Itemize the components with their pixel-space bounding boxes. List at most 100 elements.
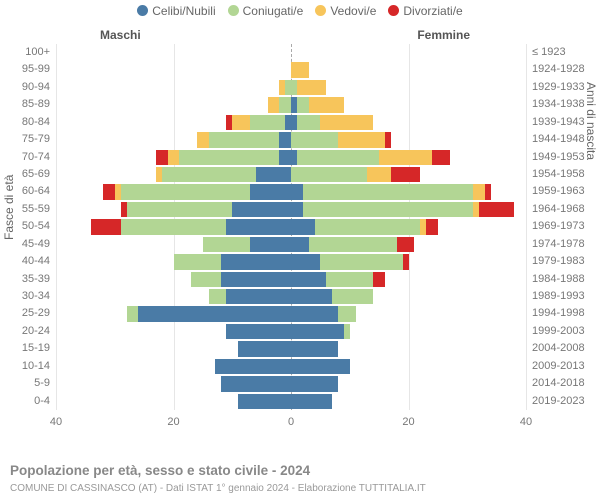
age-label: 75-79 <box>22 131 56 148</box>
pyramid-row: 65-691954-1958 <box>56 166 526 183</box>
bar-segment-con <box>127 202 233 217</box>
male-bar <box>121 202 291 217</box>
x-tick-label: 40 <box>50 416 62 428</box>
bar-group <box>56 237 526 252</box>
age-label: 55-59 <box>22 201 56 218</box>
legend-swatch <box>315 5 326 16</box>
male-bar <box>174 254 292 269</box>
bar-group <box>56 97 526 112</box>
age-label: 30-34 <box>22 288 56 305</box>
bar-segment-con <box>121 219 227 234</box>
pyramid-row: 35-391984-1988 <box>56 271 526 288</box>
age-label: 80-84 <box>22 114 56 131</box>
age-label: 10-14 <box>22 358 56 375</box>
female-bar <box>291 341 338 356</box>
male-bar <box>238 341 291 356</box>
pyramid-row: 60-641959-1963 <box>56 183 526 200</box>
male-bar <box>279 80 291 95</box>
age-label: 90-94 <box>22 79 56 96</box>
legend-item: Celibi/Nubili <box>137 4 215 18</box>
female-bar <box>291 80 326 95</box>
legend-swatch <box>388 5 399 16</box>
bar-segment-con <box>127 306 139 321</box>
birth-year-label: 1929-1933 <box>526 79 585 96</box>
legend-swatch <box>228 5 239 16</box>
bar-group <box>56 167 526 182</box>
bar-segment-div <box>403 254 409 269</box>
pyramid-row: 30-341989-1993 <box>56 288 526 305</box>
bar-segment-div <box>156 150 168 165</box>
bar-segment-cel <box>226 219 291 234</box>
bar-group <box>56 306 526 321</box>
bar-segment-con <box>332 289 373 304</box>
female-bar <box>291 62 309 77</box>
birth-year-label: 1934-1938 <box>526 96 585 113</box>
legend-label: Celibi/Nubili <box>152 4 215 18</box>
birth-year-label: 1979-1983 <box>526 253 585 270</box>
bar-segment-con <box>320 254 402 269</box>
bar-segment-con <box>203 237 250 252</box>
pyramid-row: 15-192004-2008 <box>56 340 526 357</box>
female-bar <box>291 202 514 217</box>
female-bar <box>291 376 338 391</box>
bar-segment-cel <box>291 254 320 269</box>
bar-group <box>56 219 526 234</box>
legend-label: Vedovi/e <box>330 4 376 18</box>
birth-year-label: 1989-1993 <box>526 288 585 305</box>
female-bar <box>291 115 373 130</box>
column-header-female: Femmine <box>417 28 470 42</box>
male-bar <box>197 132 291 147</box>
pyramid-row: 20-241999-2003 <box>56 323 526 340</box>
x-tick-label: 40 <box>520 416 532 428</box>
column-header-male: Maschi <box>100 28 141 42</box>
bar-group <box>56 80 526 95</box>
bar-group <box>56 341 526 356</box>
female-bar <box>291 97 344 112</box>
male-bar <box>238 394 291 409</box>
pyramid-row: 5-92014-2018 <box>56 375 526 392</box>
bar-segment-con <box>326 272 373 287</box>
bar-segment-cel <box>250 184 291 199</box>
bar-segment-cel <box>291 394 332 409</box>
bar-segment-cel <box>215 359 291 374</box>
bar-segment-con <box>121 184 250 199</box>
bar-segment-ved <box>197 132 209 147</box>
x-tick-label: 20 <box>402 416 414 428</box>
legend: Celibi/NubiliConiugati/eVedovi/eDivorzia… <box>0 4 600 18</box>
bar-segment-cel <box>291 306 338 321</box>
age-label: 85-89 <box>22 96 56 113</box>
bar-group <box>56 254 526 269</box>
female-bar <box>291 167 420 182</box>
male-bar <box>226 115 291 130</box>
male-bar <box>156 150 291 165</box>
age-label: 0-4 <box>34 393 56 410</box>
bar-segment-cel <box>279 150 291 165</box>
legend-item: Vedovi/e <box>315 4 376 18</box>
female-bar <box>291 150 450 165</box>
bar-segment-cel <box>221 376 292 391</box>
chart-subtitle: COMUNE DI CASSINASCO (AT) - Dati ISTAT 1… <box>10 483 426 494</box>
birth-year-label: 2019-2023 <box>526 393 585 410</box>
pyramid-row: 25-291994-1998 <box>56 305 526 322</box>
bar-segment-cel <box>291 237 309 252</box>
birth-year-label: 2014-2018 <box>526 375 585 392</box>
bar-segment-div <box>479 202 514 217</box>
bar-segment-cel <box>250 237 291 252</box>
bar-segment-cel <box>291 359 350 374</box>
bar-group <box>56 359 526 374</box>
legend-label: Divorziati/e <box>403 4 462 18</box>
male-bar <box>209 289 291 304</box>
age-label: 100+ <box>25 44 56 61</box>
age-label: 95-99 <box>22 61 56 78</box>
bar-group <box>56 45 526 60</box>
bar-segment-cel <box>238 341 291 356</box>
bar-segment-ved <box>309 97 344 112</box>
bar-segment-ved <box>232 115 250 130</box>
bar-segment-ved <box>338 132 385 147</box>
bar-segment-con <box>162 167 256 182</box>
birth-year-label: 1974-1978 <box>526 236 585 253</box>
bar-segment-cel <box>291 219 315 234</box>
bar-segment-ved <box>379 150 432 165</box>
age-label: 20-24 <box>22 323 56 340</box>
pyramid-row: 90-941929-1933 <box>56 79 526 96</box>
